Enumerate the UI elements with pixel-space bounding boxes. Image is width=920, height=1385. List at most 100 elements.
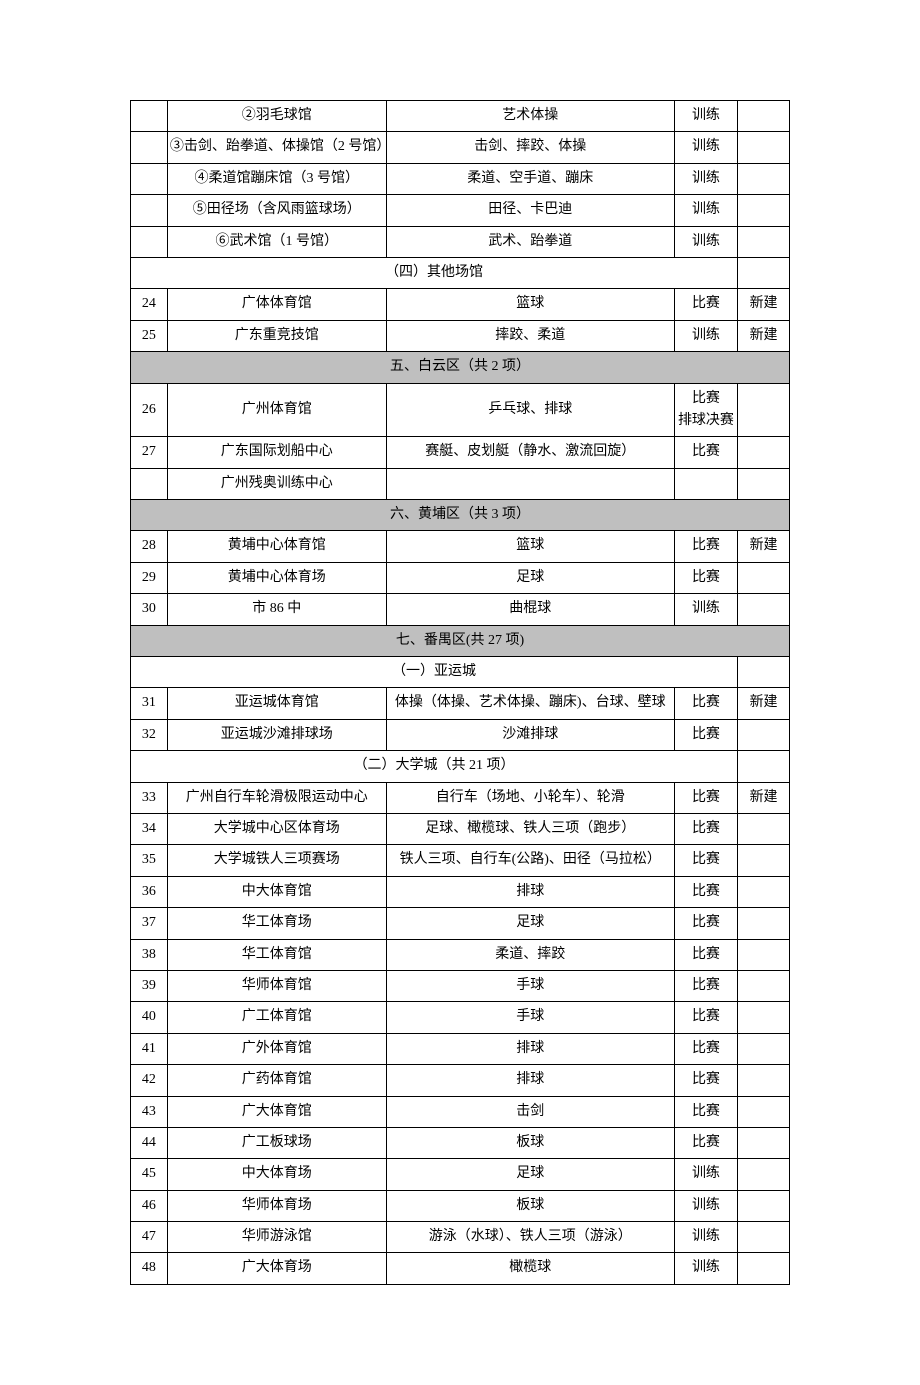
cell-build	[738, 257, 790, 288]
cell-type: 比赛	[674, 970, 737, 1001]
cell-sport: 排球	[386, 1065, 674, 1096]
cell-num: 24	[131, 289, 168, 320]
cell-type: 训练	[674, 320, 737, 351]
cell-venue: ④柔道馆蹦床馆（3 号馆）	[167, 163, 386, 194]
cell-sport: 排球	[386, 1033, 674, 1064]
cell-build	[738, 1159, 790, 1190]
cell-sport: 排球	[386, 876, 674, 907]
table-row: 41广外体育馆排球比赛	[131, 1033, 790, 1064]
cell-sport: 板球	[386, 1190, 674, 1221]
cell-type: 训练	[674, 594, 737, 625]
cell-sport: 橄榄球	[386, 1253, 674, 1284]
table-row: 七、番禺区(共 27 项)	[131, 625, 790, 656]
cell-build	[738, 908, 790, 939]
cell-sport: 击剑、摔跤、体操	[386, 132, 674, 163]
cell-sport: 游泳（水球）、铁人三项（游泳）	[386, 1222, 674, 1253]
table-row: 43广大体育馆击剑比赛	[131, 1096, 790, 1127]
table-row: 28黄埔中心体育馆篮球比赛新建	[131, 531, 790, 562]
cell-build	[738, 876, 790, 907]
table-row: 29黄埔中心体育场足球比赛	[131, 562, 790, 593]
cell-sport: 手球	[386, 970, 674, 1001]
cell-type: 比赛	[674, 1127, 737, 1158]
table-row: 45中大体育场足球训练	[131, 1159, 790, 1190]
cell-venue: 广药体育馆	[167, 1065, 386, 1096]
cell-type: 比赛	[674, 289, 737, 320]
section-header: 七、番禺区(共 27 项)	[131, 625, 790, 656]
cell-build: 新建	[738, 531, 790, 562]
cell-num: 37	[131, 908, 168, 939]
table-row: （四）其他场馆	[131, 257, 790, 288]
cell-num	[131, 101, 168, 132]
cell-venue: ③击剑、跆拳道、体操馆（2 号馆）	[167, 132, 386, 163]
sub-section-header: （二）大学城（共 21 项）	[131, 751, 738, 782]
cell-num: 47	[131, 1222, 168, 1253]
cell-sport: 足球	[386, 1159, 674, 1190]
cell-build	[738, 657, 790, 688]
table-row: ②羽毛球馆艺术体操训练	[131, 101, 790, 132]
table-row: 27广东国际划船中心赛艇、皮划艇（静水、激流回旋）比赛	[131, 437, 790, 468]
sub-section-header: （一）亚运城	[131, 657, 738, 688]
cell-build	[738, 383, 790, 437]
cell-type: 比赛	[674, 845, 737, 876]
cell-venue: 华师体育馆	[167, 970, 386, 1001]
page: ②羽毛球馆艺术体操训练③击剑、跆拳道、体操馆（2 号馆）击剑、摔跤、体操训练④柔…	[0, 0, 920, 1385]
cell-type: 比赛	[674, 531, 737, 562]
section-header: 五、白云区（共 2 项）	[131, 352, 790, 383]
cell-build	[738, 1222, 790, 1253]
table-row: ④柔道馆蹦床馆（3 号馆）柔道、空手道、蹦床训练	[131, 163, 790, 194]
cell-venue: 黄埔中心体育馆	[167, 531, 386, 562]
cell-type: 比赛	[674, 939, 737, 970]
cell-venue: 中大体育场	[167, 1159, 386, 1190]
cell-type: 比赛	[674, 437, 737, 468]
cell-build	[738, 195, 790, 226]
cell-type: 训练	[674, 195, 737, 226]
table-row: ③击剑、跆拳道、体操馆（2 号馆）击剑、摔跤、体操训练	[131, 132, 790, 163]
cell-sport: 赛艇、皮划艇（静水、激流回旋）	[386, 437, 674, 468]
table-row: 31亚运城体育馆体操（体操、艺术体操、蹦床)、台球、壁球比赛新建	[131, 688, 790, 719]
cell-type: 训练	[674, 1190, 737, 1221]
table-row: 35大学城铁人三项赛场铁人三项、自行车(公路)、田径（马拉松）比赛	[131, 845, 790, 876]
table-row: 38华工体育馆柔道、摔跤比赛	[131, 939, 790, 970]
cell-sport: 铁人三项、自行车(公路)、田径（马拉松）	[386, 845, 674, 876]
cell-build	[738, 1096, 790, 1127]
cell-sport: 艺术体操	[386, 101, 674, 132]
table-row: 44广工板球场板球比赛	[131, 1127, 790, 1158]
table-row: 37华工体育场足球比赛	[131, 908, 790, 939]
cell-venue: 亚运城体育馆	[167, 688, 386, 719]
cell-type: 比赛	[674, 876, 737, 907]
cell-type: 训练	[674, 1253, 737, 1284]
cell-num: 42	[131, 1065, 168, 1096]
cell-venue: 广体体育馆	[167, 289, 386, 320]
cell-venue: 广州残奥训练中心	[167, 468, 386, 499]
table-row: 47华师游泳馆游泳（水球）、铁人三项（游泳）训练	[131, 1222, 790, 1253]
cell-type: 比赛	[674, 562, 737, 593]
cell-build	[738, 1253, 790, 1284]
cell-venue: 广州自行车轮滑极限运动中心	[167, 782, 386, 813]
table-row: ⑤田径场（含风雨篮球场）田径、卡巴迪训练	[131, 195, 790, 226]
cell-sport: 篮球	[386, 531, 674, 562]
cell-build	[738, 163, 790, 194]
cell-type: 比赛	[674, 1033, 737, 1064]
cell-venue: 大学城铁人三项赛场	[167, 845, 386, 876]
cell-num: 25	[131, 320, 168, 351]
sub-section-header: （四）其他场馆	[131, 257, 738, 288]
cell-type: 训练	[674, 163, 737, 194]
cell-build	[738, 1190, 790, 1221]
cell-num: 41	[131, 1033, 168, 1064]
cell-sport: 足球	[386, 908, 674, 939]
cell-build	[738, 468, 790, 499]
cell-sport: 自行车（场地、小轮车）、轮滑	[386, 782, 674, 813]
table-row: 48广大体育场橄榄球训练	[131, 1253, 790, 1284]
cell-sport: 摔跤、柔道	[386, 320, 674, 351]
cell-num: 27	[131, 437, 168, 468]
cell-venue: ⑤田径场（含风雨篮球场）	[167, 195, 386, 226]
cell-venue: 华师体育场	[167, 1190, 386, 1221]
table-row: 42广药体育馆排球比赛	[131, 1065, 790, 1096]
cell-build: 新建	[738, 782, 790, 813]
cell-build	[738, 813, 790, 844]
cell-venue: 亚运城沙滩排球场	[167, 719, 386, 750]
table-row: 24广体体育馆篮球比赛新建	[131, 289, 790, 320]
cell-num: 35	[131, 845, 168, 876]
table-row: 46华师体育场板球训练	[131, 1190, 790, 1221]
table-row: 30市 86 中曲棍球训练	[131, 594, 790, 625]
